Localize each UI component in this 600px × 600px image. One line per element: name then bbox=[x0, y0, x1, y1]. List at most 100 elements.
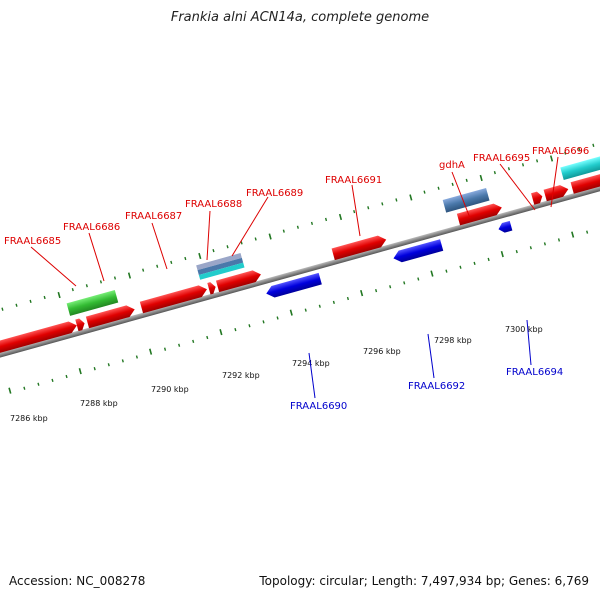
gene-arrow-fraal6690[interactable] bbox=[265, 272, 322, 300]
minor-tick bbox=[113, 276, 117, 280]
minor-tick bbox=[121, 359, 124, 363]
minor-tick bbox=[459, 265, 462, 269]
major-tick bbox=[57, 291, 61, 299]
gene-label-fraal6685[interactable]: FRAAL6685 bbox=[4, 236, 61, 247]
minor-tick bbox=[170, 260, 173, 264]
tick-label: 7288 kbp bbox=[80, 399, 118, 408]
minor-tick bbox=[248, 324, 251, 328]
minor-tick bbox=[353, 210, 356, 214]
minor-tick bbox=[578, 147, 581, 151]
feature-stack-grey[interactable] bbox=[196, 253, 242, 271]
forward-gene-labels: FRAAL6685 FRAAL6686 FRAAL6687 FRAAL6688 … bbox=[4, 146, 589, 247]
minor-tick bbox=[23, 386, 26, 390]
minor-tick bbox=[1, 307, 4, 311]
ruler-labels: 7286 kbp 7288 kbp 7290 kbp 7292 kbp 7294… bbox=[10, 325, 543, 423]
minor-tick bbox=[493, 170, 496, 175]
minor-tick bbox=[156, 264, 159, 268]
gene-arrow-fraal6685[interactable] bbox=[75, 317, 86, 332]
gene-label-fraal6692[interactable]: FRAAL6692 bbox=[408, 381, 465, 392]
minor-tick bbox=[451, 182, 454, 186]
minor-tick bbox=[445, 269, 448, 273]
minor-tick bbox=[346, 296, 350, 301]
minor-tick bbox=[206, 335, 209, 340]
minor-tick bbox=[212, 249, 215, 253]
minor-tick bbox=[296, 225, 299, 229]
gene-arrow-fraal6688[interactable] bbox=[207, 281, 217, 295]
minor-tick bbox=[282, 229, 285, 233]
gene-arrow-fraal6686[interactable] bbox=[85, 304, 136, 329]
major-tick bbox=[409, 194, 413, 201]
minor-tick bbox=[437, 186, 440, 190]
minor-tick bbox=[324, 217, 328, 222]
gene-arrow-fraal6697[interactable] bbox=[570, 170, 600, 194]
minor-tick bbox=[29, 299, 32, 304]
gene-label-fraal6696[interactable]: FRAAL6696 bbox=[532, 146, 589, 157]
minor-tick bbox=[310, 221, 314, 225]
minor-tick bbox=[254, 237, 257, 241]
minor-tick bbox=[417, 277, 420, 281]
minor-tick bbox=[37, 382, 40, 386]
major-tick bbox=[479, 174, 483, 182]
reverse-ruler bbox=[8, 230, 589, 394]
forward-callouts bbox=[30, 156, 559, 287]
minor-tick bbox=[192, 339, 195, 344]
gene-arrow-fraal6689[interactable] bbox=[215, 269, 263, 293]
feature-steel[interactable] bbox=[442, 188, 490, 213]
major-tick bbox=[338, 213, 343, 221]
gene-label-fraal6690[interactable]: FRAAL6690 bbox=[290, 401, 347, 412]
minor-tick bbox=[381, 202, 384, 206]
minor-tick bbox=[535, 159, 539, 163]
gene-label-fraal6686[interactable]: FRAAL6686 bbox=[63, 222, 120, 233]
minor-tick bbox=[529, 246, 532, 250]
minor-tick bbox=[85, 284, 88, 288]
feature-stack-steel[interactable] bbox=[197, 257, 244, 275]
minor-tick bbox=[240, 241, 243, 245]
minor-tick bbox=[93, 367, 96, 371]
gene-arrow-fraal6691[interactable] bbox=[331, 234, 388, 261]
minor-tick bbox=[304, 308, 307, 312]
minor-tick bbox=[184, 256, 187, 261]
minor-tick bbox=[51, 378, 54, 383]
reverse-gene-labels: FRAAL6690 FRAAL6692 FRAAL6694 bbox=[290, 367, 563, 412]
gene-arrow-gdha[interactable] bbox=[456, 202, 504, 226]
gene-label-fraal6691[interactable]: FRAAL6691 bbox=[325, 175, 382, 186]
minor-tick bbox=[135, 355, 138, 359]
minor-tick bbox=[226, 245, 229, 249]
gene-arrow-fraal6692[interactable] bbox=[392, 239, 444, 264]
tick-label: 7286 kbp bbox=[10, 414, 48, 423]
minor-tick bbox=[592, 143, 595, 147]
major-tick bbox=[268, 233, 272, 240]
tick-label: 7296 kbp bbox=[363, 347, 401, 356]
tick-label: 7292 kbp bbox=[222, 371, 260, 380]
minor-tick bbox=[564, 151, 567, 155]
gene-arrow-fraal6696[interactable] bbox=[543, 183, 570, 202]
major-tick bbox=[571, 231, 575, 238]
gene-label-gdha[interactable]: gdhA bbox=[439, 160, 465, 171]
feature-stack-cyan[interactable] bbox=[198, 262, 245, 280]
gene-label-fraal6695[interactable]: FRAAL6695 bbox=[473, 153, 530, 164]
minor-tick bbox=[163, 347, 167, 351]
feature-green[interactable] bbox=[66, 289, 119, 316]
major-tick bbox=[219, 329, 223, 336]
feature-cyan[interactable] bbox=[560, 154, 600, 180]
gene-label-fraal6687[interactable]: FRAAL6687 bbox=[125, 211, 182, 222]
minor-tick bbox=[99, 280, 103, 284]
major-tick bbox=[430, 270, 434, 277]
major-tick bbox=[500, 250, 504, 258]
minor-tick bbox=[403, 281, 406, 285]
gene-label-fraal6689[interactable]: FRAAL6689 bbox=[246, 188, 303, 199]
gene-arrow-fraal6695[interactable] bbox=[531, 191, 544, 205]
gene-arrow-fraal6684[interactable] bbox=[0, 320, 78, 359]
gene-label-fraal6694[interactable]: FRAAL6694 bbox=[506, 367, 563, 378]
minor-tick bbox=[234, 328, 237, 332]
gene-label-fraal6688[interactable]: FRAAL6688 bbox=[185, 199, 242, 210]
minor-tick bbox=[375, 289, 378, 293]
gene-arrow-fraal6694[interactable] bbox=[497, 220, 513, 234]
gene-arrow-fraal6687[interactable] bbox=[139, 284, 209, 314]
major-tick bbox=[360, 290, 364, 297]
major-tick bbox=[78, 368, 82, 375]
minor-tick bbox=[71, 288, 74, 292]
sequence-track bbox=[0, 143, 600, 394]
reverse-callouts bbox=[308, 319, 532, 399]
minor-tick bbox=[65, 374, 68, 379]
